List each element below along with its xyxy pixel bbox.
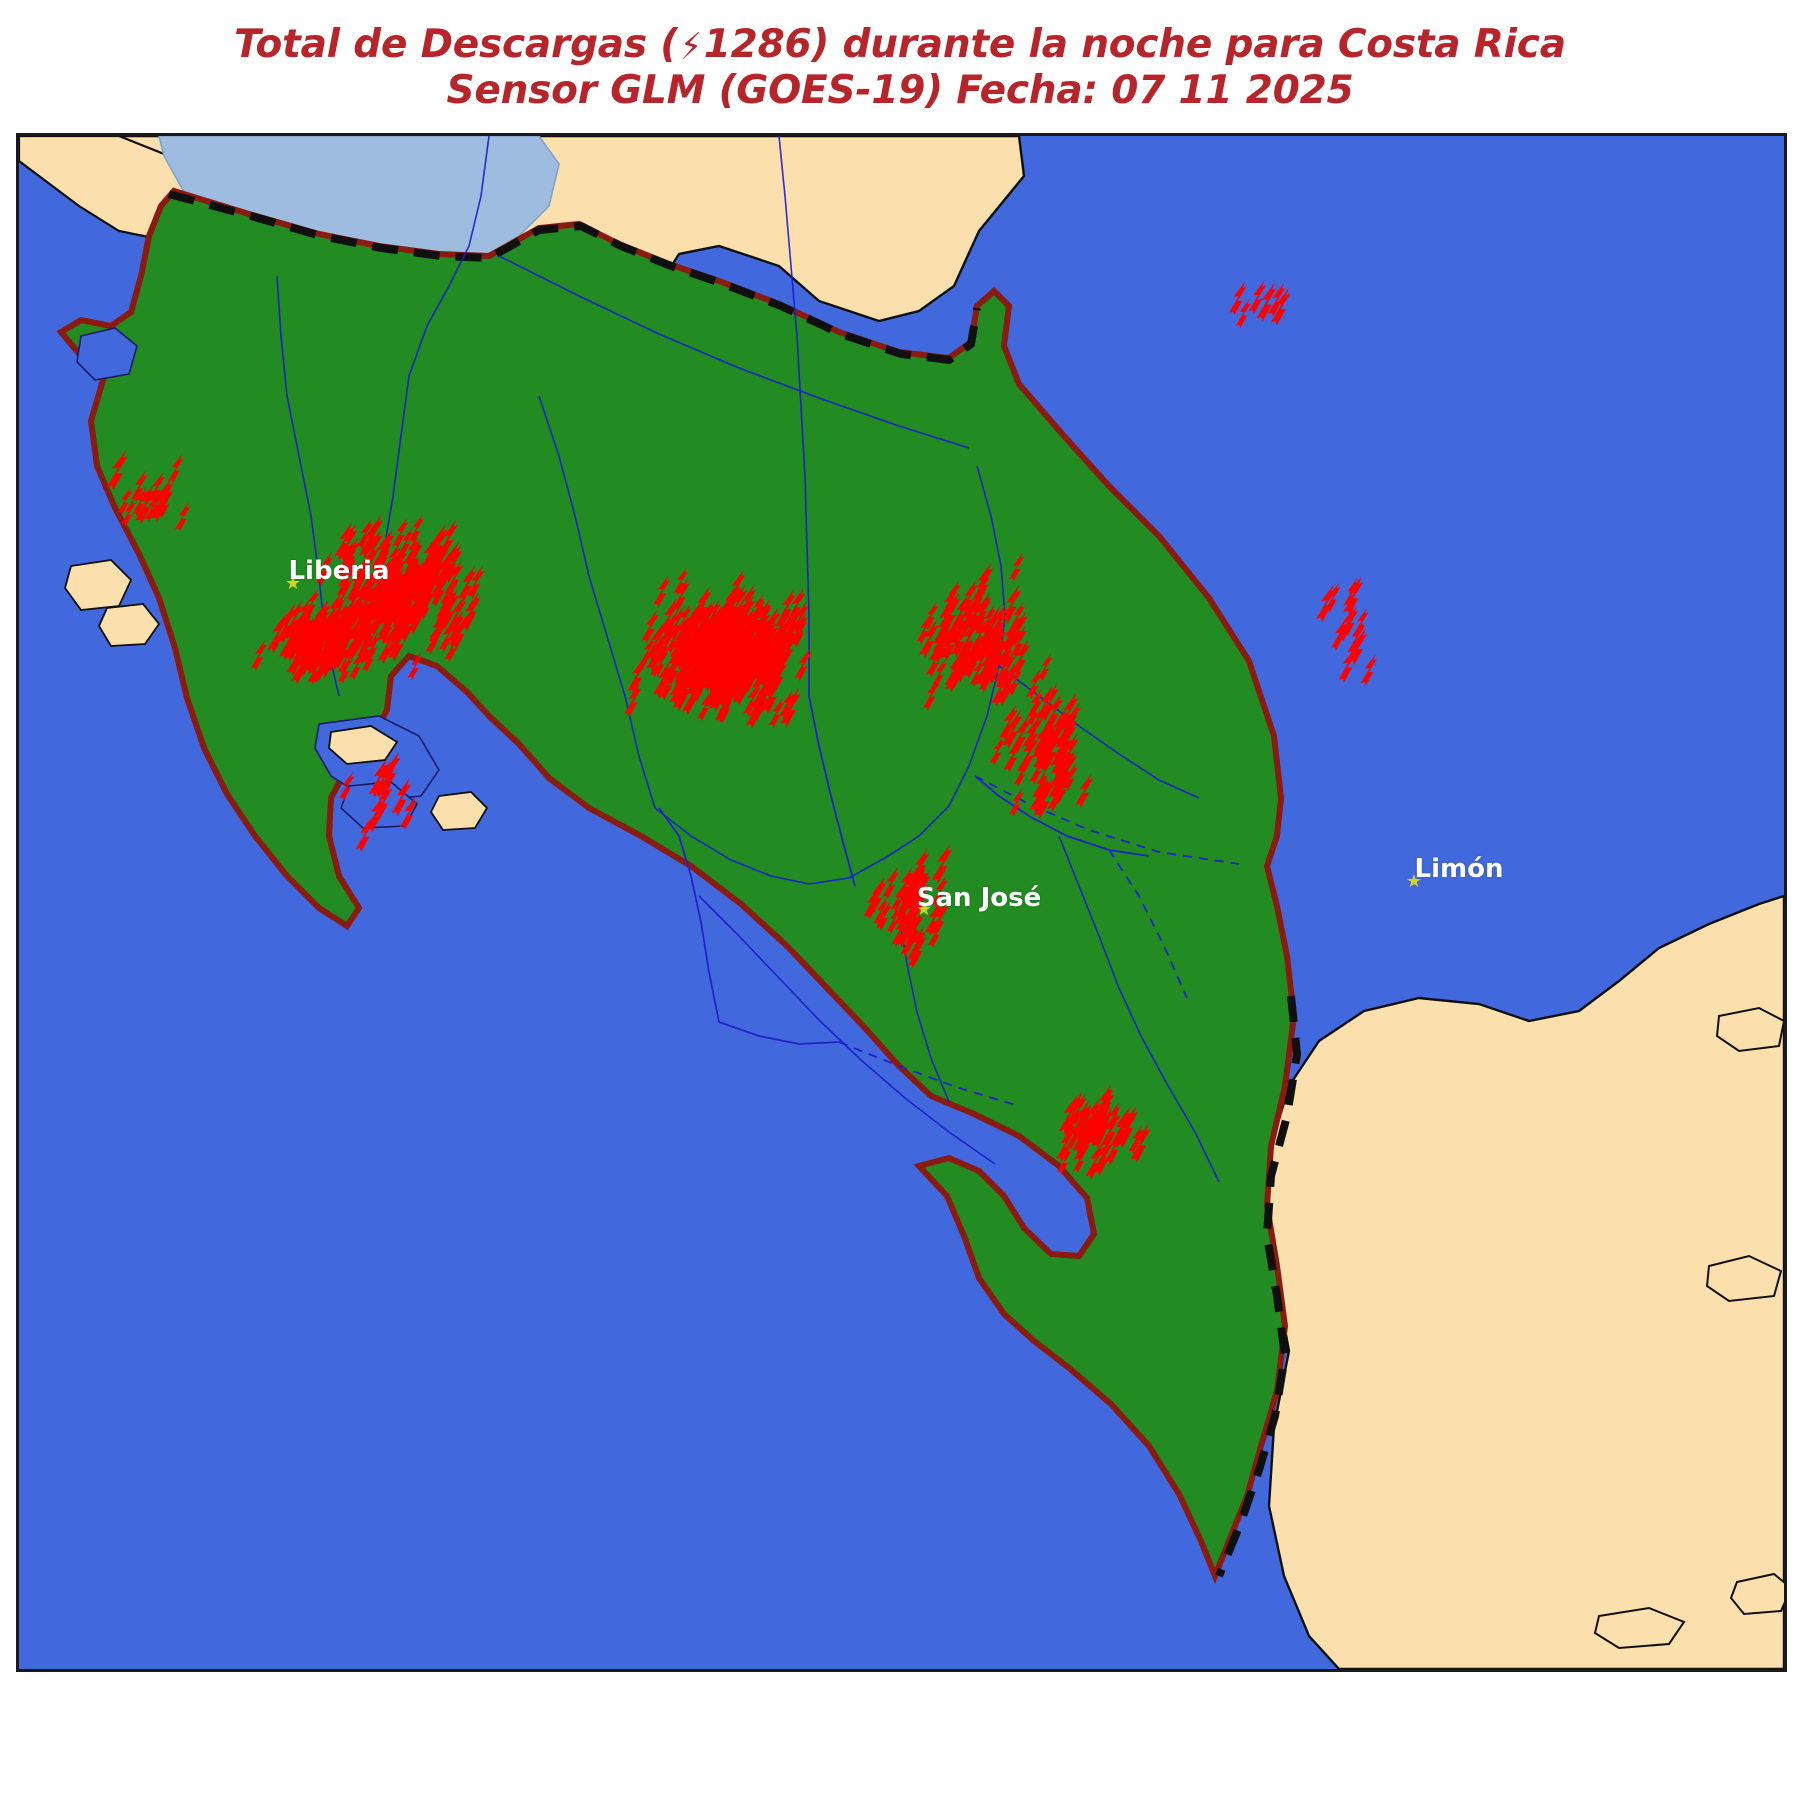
map-frame[interactable]: ★ Liberia ★ San José ★ Limón <box>16 133 1787 1672</box>
lightning-bolt-icon: ⚡ <box>680 25 702 68</box>
map-canvas[interactable] <box>19 136 1784 1669</box>
flash-count: 1286 <box>703 22 812 67</box>
title-line-1: Total de Descargas (⚡1286) durante la no… <box>0 22 1800 68</box>
title-line-2: Sensor GLM (GOES-19) Fecha: 07 11 2025 <box>446 68 1354 114</box>
title-text-before: Total de Descargas ( <box>234 22 678 67</box>
title-text-after: ) durante la noche para Costa Rica <box>811 22 1566 67</box>
page-title: Total de Descargas (⚡1286) durante la no… <box>0 22 1800 114</box>
